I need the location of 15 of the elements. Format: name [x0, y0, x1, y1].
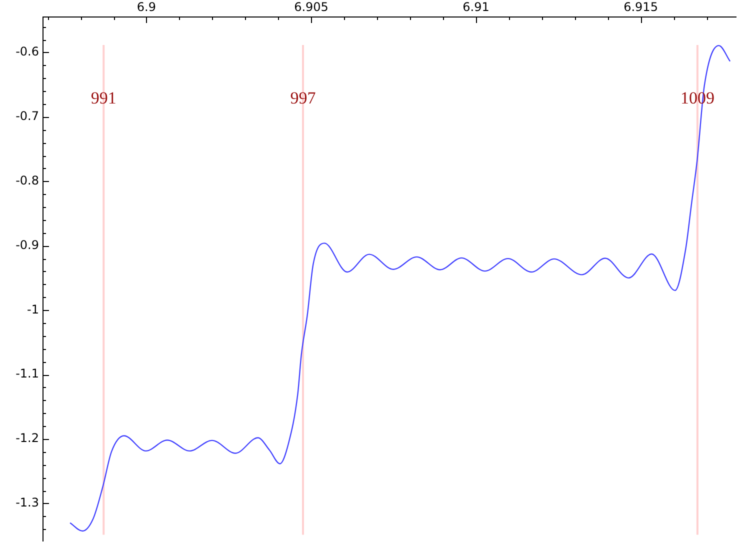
y-tick-label: -0.9 — [16, 238, 39, 252]
x-tick-label: 6.9 — [136, 0, 156, 14]
y-tick-label: -1.1 — [16, 366, 39, 381]
y-tick-label: -0.7 — [16, 108, 39, 123]
annotation: 991 — [90, 88, 116, 108]
y-tick-label: -0.6 — [16, 44, 39, 59]
annotation: 997 — [290, 88, 316, 108]
x-tick-label: 6.905 — [294, 0, 328, 14]
line-series — [69, 44, 731, 532]
x-tick-label: 6.91 — [462, 0, 490, 14]
y-tick-label: -1.2 — [16, 431, 39, 446]
y-tick-label: -1.3 — [16, 496, 39, 510]
y-tick-label: -0.8 — [16, 173, 39, 188]
x-tick-label: 6.915 — [624, 0, 658, 14]
y-tick-label: -1 — [27, 302, 39, 316]
